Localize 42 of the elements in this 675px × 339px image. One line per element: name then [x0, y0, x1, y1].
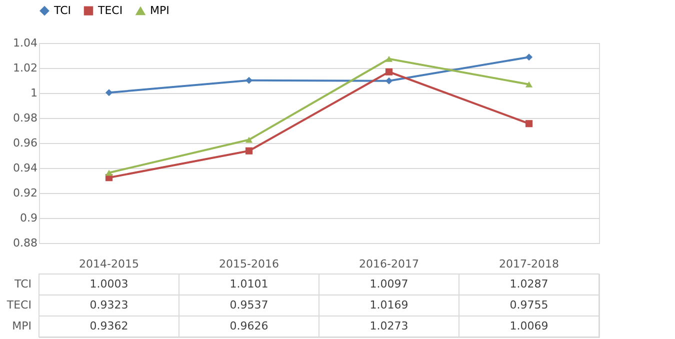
point	[385, 56, 393, 62]
legend-label: TCI	[53, 4, 71, 17]
data-label: 1.0003	[90, 278, 128, 290]
text: TECI	[6, 298, 32, 312]
y-tick-label: 0.98	[13, 112, 38, 124]
data-label: 0.9323	[90, 298, 128, 312]
point	[245, 76, 253, 84]
y-tick-label: 0.88	[13, 236, 38, 250]
y-tick-label: 0.96	[13, 136, 38, 150]
legend-label: TECI	[97, 4, 123, 17]
data-label: 0.9626	[230, 320, 268, 332]
x-tick-label: 2017-2018	[499, 258, 559, 270]
legend-label: MPI	[150, 4, 170, 18]
data-label: 1.0287	[510, 278, 548, 290]
point	[105, 170, 113, 176]
point	[525, 81, 533, 88]
data-label: 0.9755	[510, 298, 548, 312]
text: MPI	[12, 320, 32, 332]
data-label: 1.0101	[230, 278, 268, 290]
y-tick-label: 0.92	[13, 186, 38, 200]
point	[245, 147, 253, 154]
point	[105, 89, 113, 96]
data-label: 0.9362	[90, 320, 128, 332]
x-tick-label: 2014-2015	[79, 258, 139, 270]
y-tick-label: 1	[30, 86, 38, 100]
data-label: 1.0169	[370, 298, 408, 312]
y-tick-label: 1.02	[13, 62, 38, 74]
data-label: 1.0069	[510, 320, 548, 332]
y-tick-label: 0.94	[13, 162, 38, 174]
point	[245, 136, 253, 143]
y-tick-label: 1.04	[13, 36, 38, 50]
point	[385, 68, 393, 76]
data-label: 1.0273	[370, 320, 408, 332]
y-tick-label: 0.9	[20, 212, 38, 224]
data-label: 1.0097	[370, 278, 408, 290]
point	[525, 54, 533, 61]
text: TCI	[14, 278, 32, 290]
point	[385, 77, 393, 84]
data-label: 0.9537	[230, 298, 268, 312]
point	[525, 120, 533, 128]
x-tick-label: 2015-2016	[219, 258, 279, 270]
x-tick-label: 2016-2017	[359, 258, 419, 270]
